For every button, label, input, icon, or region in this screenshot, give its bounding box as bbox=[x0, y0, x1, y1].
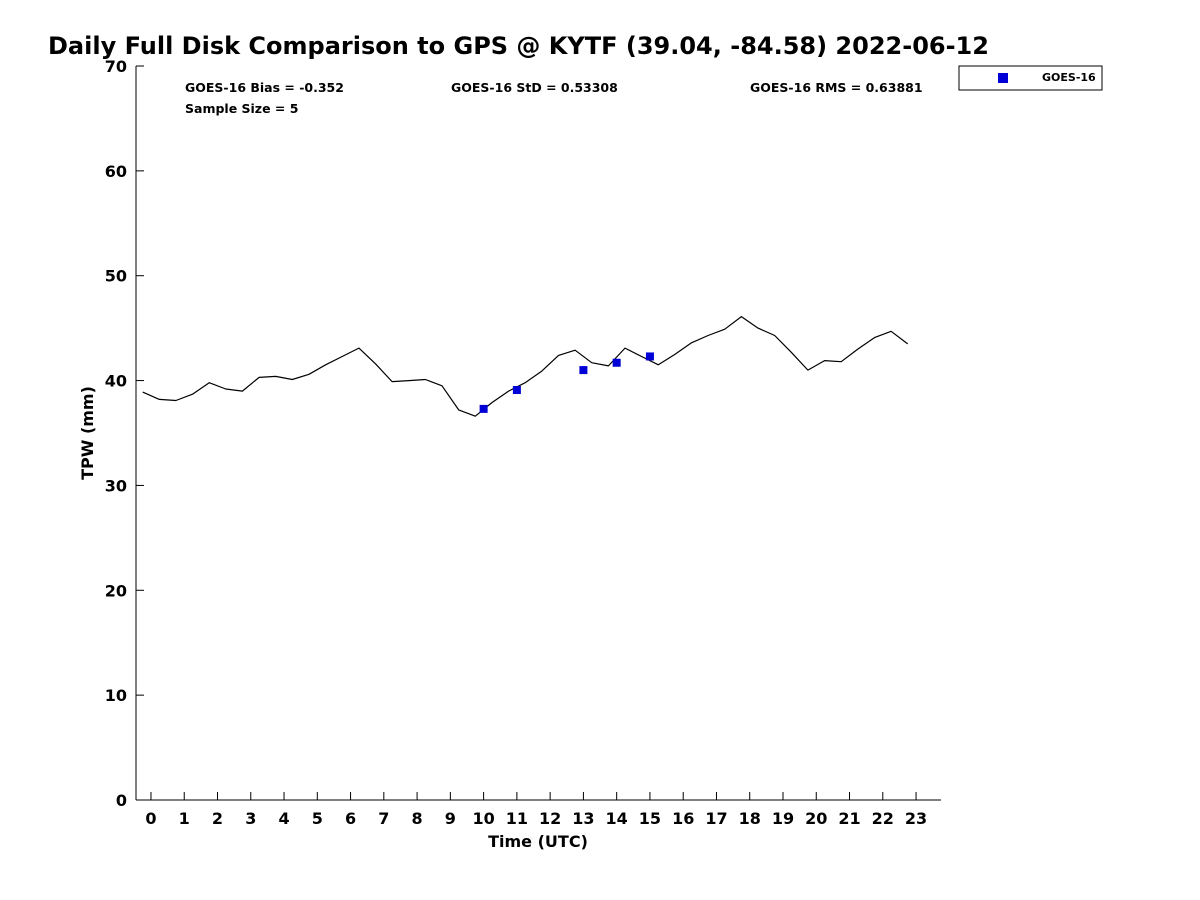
x-tick-label: 4 bbox=[278, 809, 289, 828]
x-tick-label: 19 bbox=[772, 809, 794, 828]
x-tick-label: 13 bbox=[572, 809, 594, 828]
x-tick-label: 16 bbox=[672, 809, 694, 828]
x-tick-label: 14 bbox=[606, 809, 628, 828]
x-tick-label: 12 bbox=[539, 809, 561, 828]
y-tick-label: 40 bbox=[105, 372, 127, 391]
x-tick-label: 21 bbox=[838, 809, 860, 828]
legend-label-goes16: GOES-16 bbox=[1042, 71, 1096, 84]
y-tick-label: 30 bbox=[105, 476, 127, 495]
x-tick-label: 0 bbox=[145, 809, 156, 828]
y-tick-label: 50 bbox=[105, 267, 127, 286]
legend-marker-goes16 bbox=[998, 73, 1008, 83]
x-tick-label: 7 bbox=[378, 809, 389, 828]
y-axis-label: TPW (mm) bbox=[78, 386, 97, 480]
x-tick-label: 18 bbox=[739, 809, 761, 828]
legend: GOES-16 bbox=[958, 65, 1103, 91]
x-tick-label: 2 bbox=[212, 809, 223, 828]
x-tick-label: 22 bbox=[872, 809, 894, 828]
y-tick-label: 20 bbox=[105, 581, 127, 600]
x-tick-label: 8 bbox=[412, 809, 423, 828]
x-tick-label: 11 bbox=[506, 809, 528, 828]
x-ticks: 0 1 2 3 4 5 6 7 8 9 10 11 12 13 14 15 16 17 18 19 20 21 22 23 bbox=[145, 792, 927, 828]
axes bbox=[135, 66, 941, 801]
goes16-point bbox=[512, 386, 521, 395]
chart-title: Daily Full Disk Comparison to GPS @ KYTF… bbox=[48, 32, 989, 60]
x-tick-label: 3 bbox=[245, 809, 256, 828]
x-tick-label: 20 bbox=[805, 809, 827, 828]
y-ticks: 0 10 20 30 40 50 60 70 bbox=[105, 57, 144, 810]
series-line-gps bbox=[142, 316, 909, 417]
stat-rms: GOES-16 RMS = 0.63881 bbox=[750, 80, 923, 95]
x-tick-label: 9 bbox=[445, 809, 456, 828]
y-tick-label: 0 bbox=[116, 791, 127, 810]
stat-std: GOES-16 StD = 0.53308 bbox=[451, 80, 618, 95]
x-tick-label: 1 bbox=[179, 809, 190, 828]
x-tick-label: 5 bbox=[312, 809, 323, 828]
x-tick-label: 23 bbox=[905, 809, 927, 828]
y-tick-label: 60 bbox=[105, 162, 127, 181]
x-tick-label: 17 bbox=[705, 809, 727, 828]
y-tick-label: 10 bbox=[105, 686, 127, 705]
y-tick-label: 70 bbox=[105, 57, 127, 76]
goes16-point bbox=[479, 404, 488, 413]
x-axis-label: Time (UTC) bbox=[488, 832, 588, 851]
x-tick-label: 10 bbox=[472, 809, 494, 828]
legend-box bbox=[958, 65, 1103, 91]
goes16-point bbox=[645, 352, 654, 361]
plot-area bbox=[142, 316, 909, 417]
goes16-point bbox=[579, 366, 588, 375]
x-tick-label: 6 bbox=[345, 809, 356, 828]
x-tick-label: 15 bbox=[639, 809, 661, 828]
stat-bias: GOES-16 Bias = -0.352 bbox=[185, 80, 344, 95]
stat-sample-size: Sample Size = 5 bbox=[185, 101, 298, 116]
goes16-point bbox=[612, 358, 621, 367]
